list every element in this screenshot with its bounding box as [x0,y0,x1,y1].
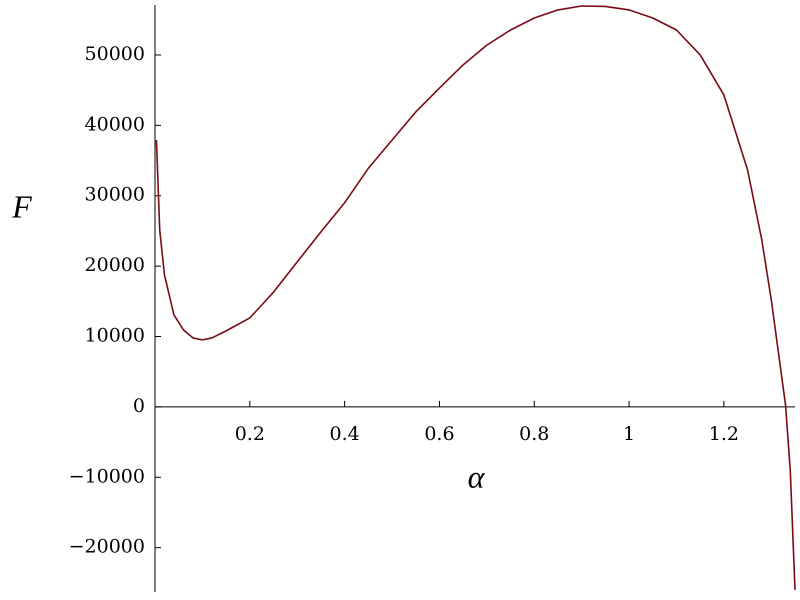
y-tick-label: −20000 [69,536,145,558]
x-tick-label: 1 [623,423,635,445]
y-tick-label: 20000 [85,254,145,276]
x-tick-label: 0.4 [330,423,360,445]
y-axis-title: F [11,188,32,224]
y-tick-label: 30000 [85,184,145,206]
y-tick-label: 0 [133,395,145,417]
x-tick-label: 1.2 [709,423,739,445]
y-tick-label: 40000 [85,113,145,135]
x-tick-label: 0.6 [424,423,454,445]
y-tick-label: −10000 [69,465,145,487]
data-line [155,5,796,590]
x-tick-label: 0.8 [519,423,549,445]
y-tick-label: 10000 [85,325,145,347]
y-tick-label: 50000 [85,43,145,65]
x-tick-label: 0.2 [235,423,265,445]
x-axis-title: α [468,458,486,494]
